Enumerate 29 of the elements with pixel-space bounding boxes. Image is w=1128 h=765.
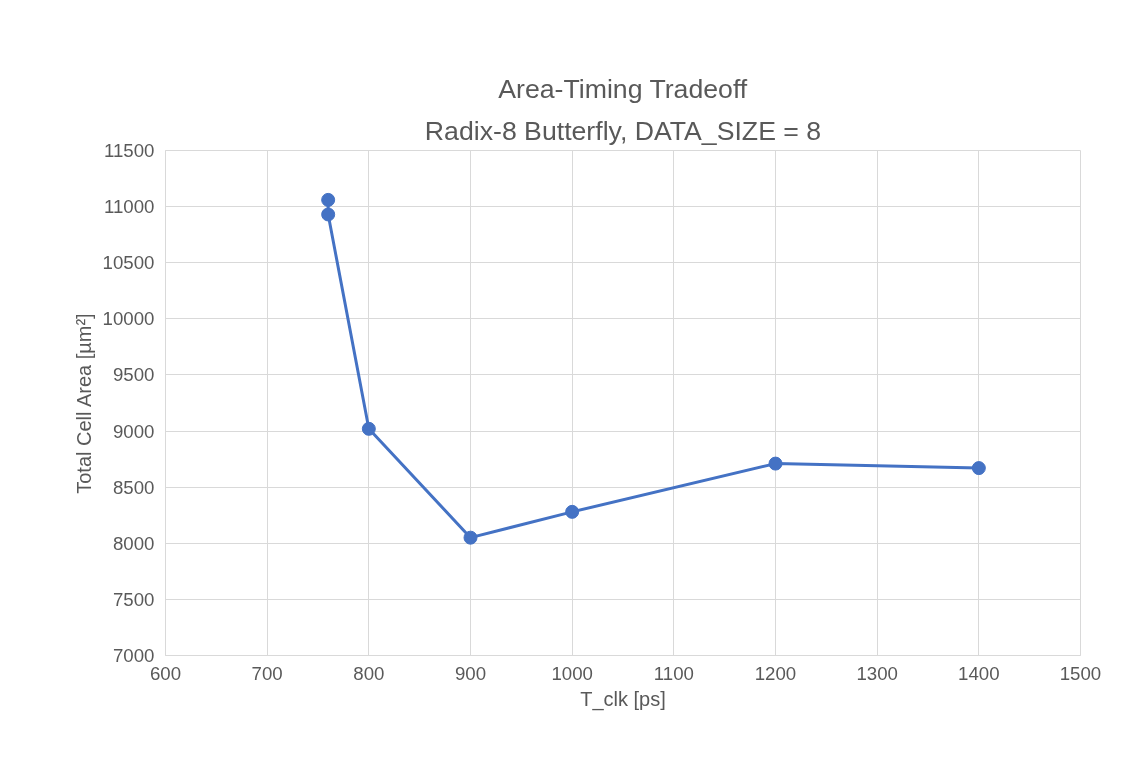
x-axis-title: T_clk [ps] — [580, 687, 666, 711]
x-tick-label: 1300 — [856, 662, 898, 684]
point — [463, 530, 478, 545]
y-tick-label: 10000 — [102, 308, 155, 330]
x-tick-label: 1000 — [551, 662, 593, 684]
x-tick-label: 1100 — [653, 662, 694, 684]
x-tick-label: 900 — [454, 662, 487, 684]
point — [361, 421, 376, 436]
point — [565, 504, 580, 519]
chart-subtitle: Radix-8 Butterfly, DATA_SIZE = 8 — [424, 115, 822, 146]
x-tick-label: 1400 — [958, 662, 1000, 684]
point — [768, 456, 783, 471]
y-tick-label: 7500 — [113, 588, 155, 610]
y-tick-label: 10500 — [102, 252, 155, 274]
point — [321, 207, 336, 222]
y-tick-label: 9000 — [113, 420, 155, 442]
point — [971, 461, 986, 476]
chart-title: Area-Timing Tradeoff — [498, 73, 748, 104]
y-tick-label: 8000 — [113, 532, 155, 554]
x-tick-label: 800 — [353, 662, 385, 684]
x-tick-label: 1500 — [1059, 662, 1102, 684]
y-tick-label: 9500 — [113, 364, 155, 386]
y-tick-label: 11500 — [104, 140, 155, 161]
y-axis-title: Total Cell Area [µm²] — [72, 313, 95, 494]
x-tick-label: 700 — [251, 662, 283, 684]
y-tick-label: 8500 — [113, 476, 155, 498]
x-tick-label: 1200 — [754, 662, 797, 684]
y-tick-label: 11000 — [104, 196, 155, 218]
point — [321, 192, 336, 207]
